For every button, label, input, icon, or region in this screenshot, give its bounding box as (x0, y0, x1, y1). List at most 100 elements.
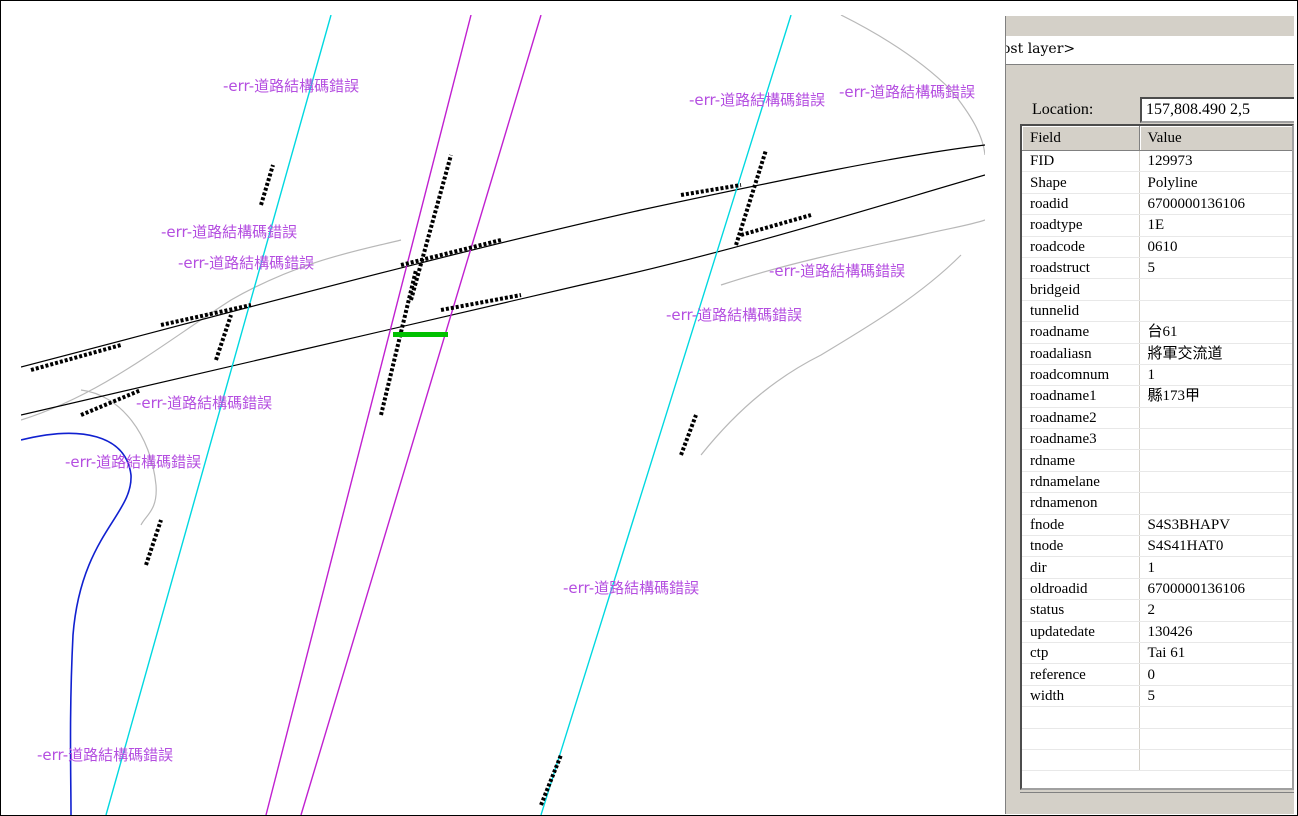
table-row[interactable]: roadaliasn 將軍交流道 (1022, 343, 1292, 365)
table-row[interactable]: tunnelid (1022, 300, 1292, 323)
table-row[interactable]: fnode S4S3BHAPV (1022, 514, 1292, 537)
field-value-cell (1139, 449, 1292, 472)
location-label: Location: (1032, 101, 1094, 118)
table-row[interactable]: ctp Tai 61 (1022, 642, 1292, 665)
table-row[interactable]: roadcode 0610 (1022, 236, 1292, 258)
error-label: -err-道路結構碼錯誤 (65, 453, 202, 471)
field-name-cell: bridgeid (1022, 278, 1140, 301)
table-row[interactable]: updatedate 130426 (1022, 621, 1292, 643)
field-name-cell: FID (1022, 150, 1140, 173)
table-row[interactable]: Shape Polyline (1022, 171, 1292, 194)
minor-road (840, 15, 985, 156)
minor-road (700, 254, 962, 456)
table-row[interactable]: FID 129973 (1022, 150, 1292, 173)
interchange-marker (393, 332, 448, 337)
table-row[interactable]: roadname1 縣173甲 (1022, 385, 1292, 408)
location-field[interactable]: 157,808.490 2,5 (1140, 97, 1294, 123)
field-value-cell: 130426 (1139, 621, 1292, 643)
field-name-cell: roadname2 (1022, 407, 1140, 430)
field-name-cell: roadaliasn (1022, 343, 1140, 365)
map-lines (21, 15, 985, 815)
field-value-cell (1139, 471, 1292, 494)
error-label: -err-道路結構碼錯誤 (161, 223, 298, 241)
field-value-cell: 5 (1139, 685, 1292, 708)
road-label-cluster (379, 269, 418, 416)
field-name-cell: rdname (1022, 449, 1140, 472)
field-value-cell: 2 (1139, 599, 1292, 622)
error-label: -err-道路結構碼錯誤 (178, 254, 315, 272)
field-value-cell: 5 (1139, 257, 1292, 280)
field-value-cell: S4S3BHAPV (1139, 514, 1292, 537)
field-name-cell: roadname (1022, 321, 1140, 344)
table-row[interactable]: rdnamenon (1022, 492, 1292, 515)
table-row[interactable]: width 5 (1022, 685, 1292, 708)
table-row[interactable]: roadname 台61 (1022, 321, 1292, 344)
field-value-cell (1139, 300, 1292, 323)
highway-line (21, 174, 985, 416)
field-name-cell: roadcomnum (1022, 364, 1140, 387)
table-row[interactable]: reference 0 (1022, 663, 1292, 686)
field-name-cell: tnode (1022, 535, 1140, 558)
field-name-cell: roadstruct (1022, 257, 1140, 280)
road-label-cluster (680, 183, 742, 197)
field-value-cell: 0 (1139, 663, 1292, 686)
field-name-cell: rdnamelane (1022, 471, 1140, 494)
table-row[interactable]: roadcomnum 1 (1022, 364, 1292, 387)
road-label-cluster (144, 519, 163, 566)
field-value-cell: 1 (1139, 556, 1292, 579)
table-row[interactable]: rdname (1022, 449, 1292, 472)
table-row[interactable]: rdnamelane (1022, 471, 1292, 494)
field-value-cell: 0610 (1139, 236, 1292, 258)
provincial-road-line (300, 15, 542, 815)
road-label-cluster (539, 754, 563, 806)
table-body: FID 129973 Shape Polyline roadid 670000013610… (1022, 150, 1292, 772)
empty-cell (1139, 749, 1292, 772)
field-name-cell: updatedate (1022, 621, 1140, 643)
minor-road (21, 239, 402, 421)
attribute-table: Field Value FID 129973 Shape Polyline roadid… (1022, 126, 1292, 772)
field-name-cell: ctp (1022, 642, 1140, 665)
road-label-cluster (679, 414, 698, 456)
error-label: -err-道路結構碼錯誤 (37, 746, 174, 764)
field-value-cell: S4S41HAT0 (1139, 535, 1292, 558)
road-label-cluster (409, 154, 453, 301)
table-row[interactable]: tnode S4S41HAT0 (1022, 535, 1292, 558)
empty-row (1022, 728, 1292, 750)
empty-cell (1022, 749, 1140, 772)
field-name-cell: reference (1022, 663, 1140, 686)
table-row[interactable]: roadtype 1E (1022, 214, 1292, 237)
table-row[interactable]: roadid 6700000136106 (1022, 193, 1292, 216)
road-label-cluster (740, 213, 812, 237)
table-row[interactable]: roadname2 (1022, 407, 1292, 430)
attribute-grid[interactable]: Field Value FID 129973 Shape Polyline roadid… (1020, 124, 1294, 790)
column-header-value[interactable]: Value (1139, 126, 1292, 151)
field-value-cell: Tai 61 (1139, 642, 1292, 665)
minor-road (720, 219, 985, 286)
road-label-cluster (214, 314, 233, 361)
layer-dropdown[interactable]: ost layer> (1006, 36, 1294, 65)
table-row[interactable]: status 2 (1022, 599, 1292, 622)
table-row[interactable]: bridgeid (1022, 278, 1292, 301)
error-label: -err-道路結構碼錯誤 (223, 77, 360, 95)
table-row[interactable]: roadname3 (1022, 428, 1292, 451)
empty-row (1022, 706, 1292, 729)
field-name-cell: rdnamenon (1022, 492, 1140, 515)
map-canvas[interactable]: -err-道路結構碼錯誤 -err-道路結構碼錯誤 -err-道路結構碼錯誤 -… (21, 15, 985, 815)
field-value-cell (1139, 492, 1292, 515)
field-value-cell: 1 (1139, 364, 1292, 387)
field-name-cell: width (1022, 685, 1140, 708)
field-value-cell: 台61 (1139, 321, 1292, 344)
table-row[interactable]: dir 1 (1022, 556, 1292, 579)
panel-statusbar (1020, 792, 1294, 814)
error-label: -err-道路結構碼錯誤 (136, 394, 273, 412)
column-header-field[interactable]: Field (1022, 126, 1140, 151)
table-row[interactable]: oldroadid 6700000136106 (1022, 578, 1292, 601)
table-row[interactable]: roadstruct 5 (1022, 257, 1292, 280)
empty-cell (1139, 706, 1292, 729)
empty-row (1022, 749, 1292, 772)
error-label: -err-道路結構碼錯誤 (839, 83, 976, 101)
panel-toolbar (1006, 16, 1294, 37)
field-name-cell: roadcode (1022, 236, 1140, 258)
empty-cell (1139, 728, 1292, 750)
layer-dropdown-value: ost layer> (1006, 41, 1076, 57)
